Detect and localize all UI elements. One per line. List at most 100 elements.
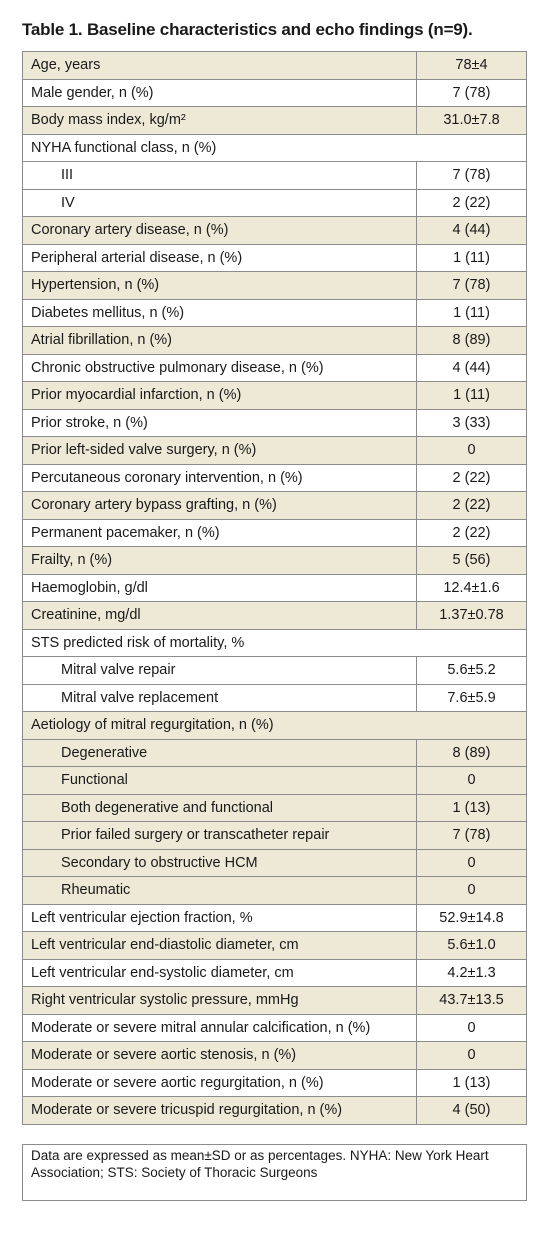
table-row: Age, years 78±4 (22, 51, 527, 80)
row-value: 4.2±1.3 (416, 958, 527, 987)
row-value: 0 (416, 876, 527, 905)
table-row: Coronary artery disease, n (%) 4 (44) (22, 216, 527, 245)
row-label: Degenerative (22, 738, 417, 767)
row-label: Haemoglobin, g/dl (22, 573, 417, 602)
row-label: Creatinine, mg/dl (22, 601, 417, 630)
row-label: Prior failed surgery or transcatheter re… (22, 821, 417, 850)
table-row: Body mass index, kg/m² 31.0±7.8 (22, 106, 527, 135)
row-value: 1 (13) (416, 1068, 527, 1097)
row-label: IV (22, 188, 417, 217)
table-row: III 7 (78) (22, 161, 527, 190)
table-row: Permanent pacemaker, n (%) 2 (22) (22, 518, 527, 547)
row-value: 1.37±0.78 (416, 601, 527, 630)
table-row: Left ventricular end-systolic diameter, … (22, 958, 527, 987)
row-value: 78±4 (416, 51, 527, 80)
row-group-label: Aetiology of mitral regurgitation, n (%) (22, 711, 527, 740)
table-row: Aetiology of mitral regurgitation, n (%) (22, 711, 527, 740)
table-row: IV 2 (22) (22, 188, 527, 217)
table-row: Peripheral arterial disease, n (%) 1 (11) (22, 243, 527, 272)
row-value: 0 (416, 1013, 527, 1042)
row-label: Right ventricular systolic pressure, mmH… (22, 986, 417, 1015)
row-label: Prior myocardial infarction, n (%) (22, 381, 417, 410)
row-label: Peripheral arterial disease, n (%) (22, 243, 417, 272)
row-value: 5 (56) (416, 546, 527, 575)
table-row: Frailty, n (%) 5 (56) (22, 546, 527, 575)
row-label: Coronary artery disease, n (%) (22, 216, 417, 245)
row-label: Both degenerative and functional (22, 793, 417, 822)
table-row: Left ventricular ejection fraction, % 52.… (22, 903, 527, 932)
table-row: Atrial fibrillation, n (%) 8 (89) (22, 326, 527, 355)
row-label: Diabetes mellitus, n (%) (22, 298, 417, 327)
row-label: Mitral valve replacement (22, 683, 417, 712)
row-label: Moderate or severe mitral annular calcif… (22, 1013, 417, 1042)
row-value: 7 (78) (416, 78, 527, 107)
table-row: NYHA functional class, n (%) (22, 133, 527, 162)
table-row: Right ventricular systolic pressure, mmH… (22, 986, 527, 1015)
row-value: 1 (11) (416, 298, 527, 327)
row-label: Permanent pacemaker, n (%) (22, 518, 417, 547)
table-row: Coronary artery bypass grafting, n (%) 2 … (22, 491, 527, 520)
table-row: Prior failed surgery or transcatheter re… (22, 821, 527, 850)
table-row: Moderate or severe tricuspid regurgitati… (22, 1096, 527, 1125)
row-label: Moderate or severe aortic stenosis, n (%… (22, 1041, 417, 1070)
row-value: 7 (78) (416, 271, 527, 300)
table-row: Mitral valve replacement 7.6±5.9 (22, 683, 527, 712)
row-label: Left ventricular end-systolic diameter, … (22, 958, 417, 987)
row-label: Age, years (22, 51, 417, 80)
table-row: Secondary to obstructive HCM 0 (22, 848, 527, 877)
row-label: Secondary to obstructive HCM (22, 848, 417, 877)
table-row: Mitral valve repair 5.6±5.2 (22, 656, 527, 685)
row-value: 12.4±1.6 (416, 573, 527, 602)
table-row: Male gender, n (%) 7 (78) (22, 78, 527, 107)
table-row: Degenerative 8 (89) (22, 738, 527, 767)
row-value: 4 (44) (416, 353, 527, 382)
row-value: 5.6±5.2 (416, 656, 527, 685)
row-label: Hypertension, n (%) (22, 271, 417, 300)
row-label: Left ventricular end-diastolic diameter,… (22, 931, 417, 960)
row-value: 7 (78) (416, 161, 527, 190)
table-row: Rheumatic 0 (22, 876, 527, 905)
row-value: 8 (89) (416, 738, 527, 767)
row-label: Chronic obstructive pulmonary disease, n… (22, 353, 417, 382)
table-body: Age, years 78±4 Male gender, n (%) 7 (78) Bo… (22, 51, 527, 1125)
row-value: 0 (416, 766, 527, 795)
row-label: Moderate or severe aortic regurgitation,… (22, 1068, 417, 1097)
row-label: Body mass index, kg/m² (22, 106, 417, 135)
table-row: Hypertension, n (%) 7 (78) (22, 271, 527, 300)
table-row: Moderate or severe aortic stenosis, n (%… (22, 1041, 527, 1070)
row-value: 3 (33) (416, 408, 527, 437)
row-value: 5.6±1.0 (416, 931, 527, 960)
table-row: Moderate or severe mitral annular calcif… (22, 1013, 527, 1042)
table-row: Haemoglobin, g/dl 12.4±1.6 (22, 573, 527, 602)
row-label: Functional (22, 766, 417, 795)
row-label: Coronary artery bypass grafting, n (%) (22, 491, 417, 520)
table-row: Prior left-sided valve surgery, n (%) 0 (22, 436, 527, 465)
table-row: Functional 0 (22, 766, 527, 795)
row-label: Percutaneous coronary intervention, n (%… (22, 463, 417, 492)
table-row: Both degenerative and functional 1 (13) (22, 793, 527, 822)
table-row: Diabetes mellitus, n (%) 1 (11) (22, 298, 527, 327)
row-label: Rheumatic (22, 876, 417, 905)
row-label: Atrial fibrillation, n (%) (22, 326, 417, 355)
row-label: Frailty, n (%) (22, 546, 417, 575)
row-value: 1 (11) (416, 243, 527, 272)
table-row: Prior myocardial infarction, n (%) 1 (11) (22, 381, 527, 410)
row-value: 2 (22) (416, 188, 527, 217)
row-value: 0 (416, 848, 527, 877)
table-row: STS predicted risk of mortality, % (22, 628, 527, 657)
row-value: 2 (22) (416, 518, 527, 547)
table-row: Left ventricular end-diastolic diameter,… (22, 931, 527, 960)
table-row: Prior stroke, n (%) 3 (33) (22, 408, 527, 437)
row-value: 31.0±7.8 (416, 106, 527, 135)
table-footnote: Data are expressed as mean±SD or as perc… (22, 1144, 527, 1201)
row-value: 8 (89) (416, 326, 527, 355)
row-value: 1 (11) (416, 381, 527, 410)
row-value: 4 (44) (416, 216, 527, 245)
table-row: Chronic obstructive pulmonary disease, n… (22, 353, 527, 382)
row-label: Mitral valve repair (22, 656, 417, 685)
table-row: Moderate or severe aortic regurgitation,… (22, 1068, 527, 1097)
row-group-label: STS predicted risk of mortality, % (22, 628, 527, 657)
row-label: III (22, 161, 417, 190)
row-label: Left ventricular ejection fraction, % (22, 903, 417, 932)
